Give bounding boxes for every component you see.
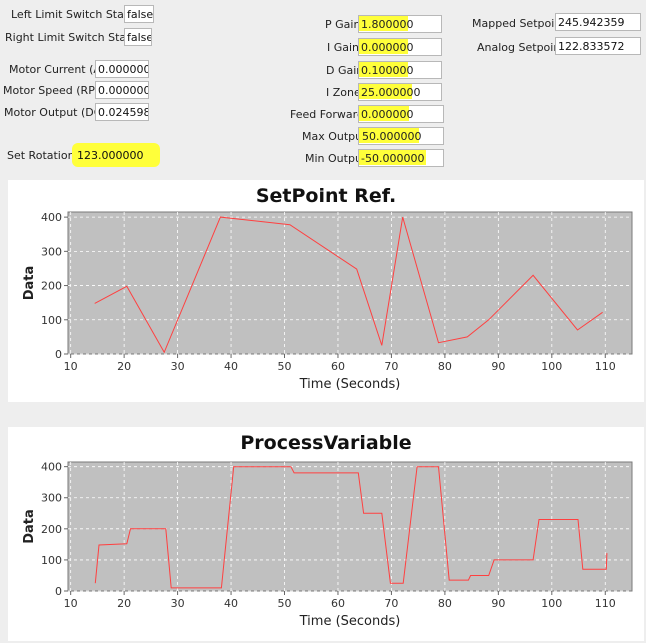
motor-output-field: 0.024598: [95, 103, 149, 121]
set-rotations-highlight: [72, 143, 160, 167]
x-tick-label: 100: [541, 597, 562, 610]
x-tick-label: 40: [224, 597, 238, 610]
y-tick-label: 200: [41, 523, 62, 536]
feed-forward-highlight: [359, 106, 409, 121]
y-tick-label: 400: [41, 211, 62, 224]
motor-speed-label: Motor Speed (RPM): [3, 84, 109, 97]
x-tick-label: 70: [384, 360, 398, 373]
right-limit-field: false: [124, 28, 152, 46]
series-line: [94, 466, 608, 589]
x-tick-label: 10: [64, 597, 78, 610]
x-tick-label: 40: [224, 360, 238, 373]
y-tick-label: 0: [55, 348, 62, 361]
left-limit-label: Left Limit Switch Status: [11, 8, 141, 21]
x-axis-label: Time (Seconds): [299, 614, 401, 629]
x-tick-label: 90: [491, 597, 505, 610]
setpoint-chart-title: SetPoint Ref.: [255, 185, 397, 207]
set-rotations-field[interactable]: 123.000000: [77, 149, 144, 162]
p-gain-highlight: [359, 16, 408, 31]
y-tick-label: 0: [55, 585, 62, 598]
y-tick-label: 400: [41, 461, 62, 474]
x-tick-label: 90: [491, 360, 505, 373]
motor-output-label: Motor Output (DC): [4, 106, 106, 119]
max-output-label: Max Output: [302, 130, 367, 143]
mapped-setpoint-field: 245.942359: [555, 13, 641, 31]
i-zone-highlight: [359, 84, 412, 99]
x-tick-label: 50: [278, 597, 292, 610]
y-tick-label: 300: [41, 245, 62, 258]
y-tick-label: 100: [41, 314, 62, 327]
motor-speed-field: 0.000000: [95, 81, 149, 99]
process-variable-chart-panel: ProcessVariable 10 20 30 40 50 60 70 80 90 100 110…: [8, 427, 644, 641]
analog-setpoint-field: 122.833572: [555, 37, 641, 55]
right-limit-label: Right Limit Switch Status: [5, 31, 144, 44]
mapped-setpoint-label: Mapped Setpoint: [472, 17, 566, 30]
series-line: [94, 216, 603, 354]
y-tick-label: 300: [41, 492, 62, 505]
motor-current-field: 0.000000: [95, 60, 149, 78]
y-tick-label: 200: [41, 280, 62, 293]
plot-area: [67, 461, 633, 592]
feed-forward-value: 0.000000: [361, 108, 414, 121]
x-tick-label: 60: [331, 597, 345, 610]
left-limit-field: false: [124, 5, 154, 23]
y-tick-label: 100: [41, 554, 62, 567]
min-output-label: Min Output: [305, 152, 367, 165]
setpoint-chart-panel: SetPoint Ref. 10 20 30 40 50 60 70 80 90 100 110 0 1…: [8, 180, 644, 402]
process-variable-chart-title: ProcessVariable: [240, 432, 412, 454]
p-gain-value: 1.800000: [361, 18, 414, 31]
x-tick-label: 70: [384, 597, 398, 610]
set-rotations-label: Set Rotations: [7, 149, 81, 162]
i-zone-value: 25.000000: [361, 86, 421, 99]
max-output-highlight: [359, 128, 419, 143]
min-output-value: -50.000000: [361, 152, 425, 165]
x-tick-label: 110: [595, 597, 616, 610]
y-axis-label: Data: [22, 266, 37, 301]
x-tick-label: 110: [595, 360, 616, 373]
x-tick-label: 20: [117, 360, 131, 373]
setpoint-chart: 10 20 30 40 50 60 70 80 90 100 110 0 100 200 300 400 Tim…: [22, 211, 633, 392]
i-gain-value: 0.000000: [361, 41, 414, 54]
motor-current-label: Motor Current (A): [9, 63, 106, 76]
x-axis-label: Time (Seconds): [299, 377, 401, 392]
max-output-value: 50.000000: [362, 130, 422, 143]
x-tick-label: 80: [438, 597, 452, 610]
process-variable-chart: 10 20 30 40 50 60 70 80 90 100 110 0 100 200 300 400 Tim…: [22, 461, 633, 629]
min-output-highlight: [359, 150, 426, 165]
x-tick-label: 60: [331, 360, 345, 373]
i-gain-label: I Gain: [327, 41, 360, 54]
x-tick-label: 20: [117, 597, 131, 610]
d-gain-label: D Gain: [326, 64, 364, 77]
feed-forward-label: Feed Forward: [290, 108, 364, 121]
d-gain-highlight: [359, 62, 408, 77]
x-tick-label: 80: [438, 360, 452, 373]
y-axis-label: Data: [22, 509, 37, 544]
x-tick-label: 100: [541, 360, 562, 373]
x-tick-label: 30: [171, 360, 185, 373]
d-gain-value: 0.100000: [361, 64, 414, 77]
x-tick-label: 10: [64, 360, 78, 373]
analog-setpoint-label: Analog Setpoint: [477, 41, 565, 54]
p-gain-label: P Gain: [325, 18, 361, 31]
x-tick-label: 50: [278, 360, 292, 373]
i-gain-highlight: [359, 39, 408, 54]
i-zone-label: I Zone: [326, 86, 361, 99]
x-tick-label: 30: [171, 597, 185, 610]
